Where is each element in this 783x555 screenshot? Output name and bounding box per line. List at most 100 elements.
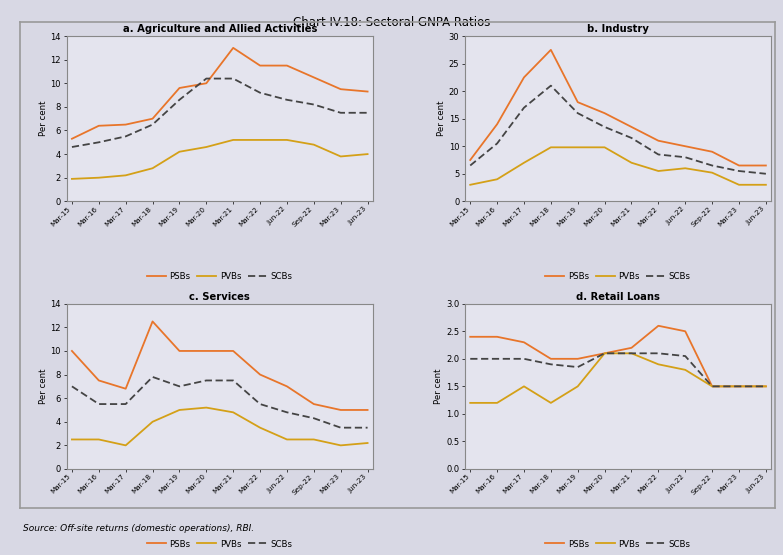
- PSBs: [336, 86, 345, 93]
- PVBs: [734, 181, 744, 188]
- PSBs: [734, 383, 744, 390]
- PSBs: [282, 383, 291, 390]
- SCBs: [67, 144, 77, 150]
- SCBs: [627, 350, 637, 357]
- PVBs: [229, 137, 238, 143]
- PSBs: [255, 371, 265, 378]
- PSBs: [707, 383, 716, 390]
- PVBs: [336, 153, 345, 160]
- Title: c. Services: c. Services: [189, 291, 250, 301]
- PSBs: [175, 347, 184, 354]
- PSBs: [309, 74, 319, 80]
- PSBs: [229, 347, 238, 354]
- PSBs: [493, 121, 502, 128]
- PVBs: [627, 159, 637, 166]
- PVBs: [734, 383, 744, 390]
- PSBs: [519, 339, 529, 346]
- PVBs: [654, 361, 663, 367]
- SCBs: [94, 139, 103, 145]
- SCBs: [201, 377, 211, 384]
- PVBs: [680, 165, 690, 171]
- PVBs: [573, 383, 583, 390]
- Title: b. Industry: b. Industry: [587, 24, 649, 34]
- SCBs: [547, 82, 556, 89]
- SCBs: [573, 110, 583, 117]
- SCBs: [761, 170, 770, 177]
- PVBs: [761, 383, 770, 390]
- SCBs: [175, 97, 184, 103]
- PVBs: [282, 137, 291, 143]
- PVBs: [309, 142, 319, 148]
- PSBs: [493, 334, 502, 340]
- PSBs: [573, 99, 583, 105]
- SCBs: [229, 377, 238, 384]
- PSBs: [67, 347, 77, 354]
- Line: PVBs: PVBs: [471, 147, 766, 185]
- PSBs: [547, 356, 556, 362]
- PVBs: [761, 181, 770, 188]
- PSBs: [175, 85, 184, 92]
- SCBs: [734, 168, 744, 174]
- SCBs: [600, 350, 609, 357]
- PVBs: [148, 165, 157, 171]
- PSBs: [519, 74, 529, 80]
- SCBs: [519, 356, 529, 362]
- PSBs: [547, 47, 556, 53]
- SCBs: [654, 151, 663, 158]
- SCBs: [493, 356, 502, 362]
- PSBs: [94, 123, 103, 129]
- SCBs: [255, 89, 265, 96]
- SCBs: [336, 109, 345, 116]
- Line: PVBs: PVBs: [471, 354, 766, 403]
- SCBs: [680, 154, 690, 160]
- SCBs: [121, 401, 131, 407]
- PVBs: [363, 151, 372, 158]
- Y-axis label: Per cent: Per cent: [437, 101, 446, 137]
- SCBs: [363, 109, 372, 116]
- PSBs: [573, 356, 583, 362]
- PVBs: [519, 383, 529, 390]
- SCBs: [175, 383, 184, 390]
- SCBs: [229, 75, 238, 82]
- PVBs: [600, 144, 609, 150]
- PVBs: [707, 383, 716, 390]
- SCBs: [600, 124, 609, 130]
- PVBs: [707, 169, 716, 176]
- PSBs: [67, 135, 77, 142]
- PVBs: [680, 366, 690, 373]
- PVBs: [493, 400, 502, 406]
- Line: SCBs: SCBs: [471, 85, 766, 174]
- PVBs: [627, 350, 637, 357]
- SCBs: [309, 101, 319, 108]
- SCBs: [363, 425, 372, 431]
- PVBs: [547, 400, 556, 406]
- PSBs: [734, 162, 744, 169]
- Line: PSBs: PSBs: [471, 50, 766, 165]
- SCBs: [654, 350, 663, 357]
- PVBs: [121, 172, 131, 179]
- Text: Chart IV.18: Sectoral GNPA Ratios: Chart IV.18: Sectoral GNPA Ratios: [293, 16, 490, 29]
- PSBs: [466, 334, 475, 340]
- PSBs: [600, 350, 609, 357]
- PSBs: [466, 157, 475, 163]
- PVBs: [94, 436, 103, 443]
- PVBs: [229, 409, 238, 416]
- SCBs: [466, 356, 475, 362]
- PSBs: [363, 88, 372, 95]
- PVBs: [255, 425, 265, 431]
- Legend: PSBs, PVBs, SCBs: PSBs, PVBs, SCBs: [542, 536, 695, 552]
- PSBs: [707, 148, 716, 155]
- SCBs: [734, 383, 744, 390]
- Line: PVBs: PVBs: [72, 140, 367, 179]
- SCBs: [148, 374, 157, 380]
- PSBs: [680, 143, 690, 149]
- SCBs: [336, 425, 345, 431]
- SCBs: [201, 75, 211, 82]
- PVBs: [363, 440, 372, 446]
- SCBs: [67, 383, 77, 390]
- PVBs: [255, 137, 265, 143]
- SCBs: [148, 121, 157, 128]
- Line: SCBs: SCBs: [471, 354, 766, 386]
- PVBs: [493, 176, 502, 183]
- PSBs: [761, 162, 770, 169]
